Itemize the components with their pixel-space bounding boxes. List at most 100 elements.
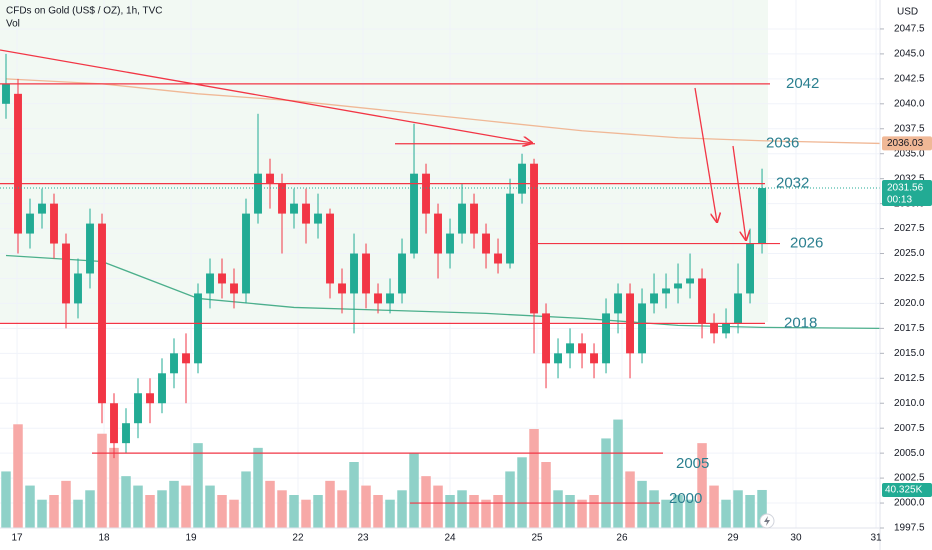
chart-title: CFDs on Gold (US$ / OZ), 1h, TVC bbox=[6, 6, 163, 17]
y-tick-label: 2032.5 bbox=[894, 173, 925, 184]
y-tick-label: 2037.5 bbox=[894, 123, 925, 134]
volume-bar bbox=[697, 443, 707, 528]
candle-body bbox=[170, 353, 178, 374]
volume-bar bbox=[721, 499, 731, 528]
x-tick-label: 18 bbox=[98, 533, 110, 544]
y-tick-label: 2020.0 bbox=[894, 298, 925, 309]
candle-body bbox=[458, 203, 466, 234]
volume-bar bbox=[37, 499, 47, 528]
moving-average bbox=[5, 254, 881, 330]
y-tick-label: 2012.5 bbox=[894, 373, 925, 384]
volume-bar bbox=[217, 495, 227, 528]
candle-body bbox=[602, 313, 610, 364]
volume-bar bbox=[97, 433, 107, 528]
x-tick-label: 31 bbox=[870, 533, 882, 544]
volume-bar bbox=[541, 462, 551, 528]
candle-body bbox=[422, 173, 430, 214]
volume-bar bbox=[325, 480, 335, 528]
candle-body bbox=[62, 243, 70, 304]
currency: USD bbox=[897, 7, 918, 18]
volume-bar bbox=[229, 499, 239, 528]
volume-bar bbox=[373, 495, 383, 528]
volume-bar bbox=[469, 495, 479, 528]
candle-body bbox=[2, 83, 10, 104]
candle-body bbox=[758, 188, 766, 244]
candle-body bbox=[386, 293, 394, 304]
volume-bar bbox=[421, 476, 431, 528]
y-tick-label: 2025.0 bbox=[894, 248, 925, 259]
candle-body bbox=[650, 293, 658, 304]
volume-bar bbox=[169, 480, 179, 528]
volume-bar bbox=[109, 447, 119, 528]
candle-body bbox=[50, 203, 58, 244]
y-tick-label: 2007.5 bbox=[894, 423, 925, 434]
last-price-label: 2031.56 bbox=[887, 183, 924, 194]
candle-body bbox=[746, 243, 754, 294]
y-tick-label: 1997.5 bbox=[894, 523, 925, 534]
volume-bar bbox=[313, 495, 323, 528]
volume-bar bbox=[157, 490, 167, 528]
volume-bar bbox=[577, 499, 587, 528]
y-tick-label: 2027.5 bbox=[894, 223, 925, 234]
y-tick-label: 2022.5 bbox=[894, 273, 925, 284]
x-tick-label: 30 bbox=[790, 533, 802, 544]
volume-bar bbox=[457, 490, 467, 528]
volume-bar bbox=[517, 457, 527, 528]
volume-bar bbox=[433, 485, 443, 528]
volume-bar bbox=[745, 495, 755, 528]
y-tick-label: 2005.0 bbox=[894, 448, 925, 459]
arrow bbox=[732, 145, 746, 240]
candle-body bbox=[662, 288, 670, 294]
volume-bar bbox=[277, 490, 287, 528]
candle-body bbox=[698, 278, 706, 324]
x-tick-label: 22 bbox=[292, 533, 304, 544]
y-tick-label: 2015.0 bbox=[894, 348, 925, 359]
candle-body bbox=[398, 253, 406, 294]
volume-bar bbox=[685, 499, 695, 528]
volume-bar bbox=[73, 499, 83, 528]
candle-body bbox=[290, 203, 298, 214]
candle-body bbox=[530, 163, 538, 314]
candle-body bbox=[266, 173, 274, 184]
volume-bar bbox=[145, 495, 155, 528]
y-tick-label: 2035.0 bbox=[894, 148, 925, 159]
ma-tag-label: 2036.03 bbox=[887, 138, 924, 149]
volume-bar bbox=[85, 490, 95, 528]
x-tick-label: 25 bbox=[531, 533, 543, 544]
volume-bar bbox=[133, 485, 143, 528]
candle-body bbox=[362, 253, 370, 294]
volume-bar bbox=[121, 476, 131, 528]
candle-body bbox=[506, 193, 514, 264]
candle-body bbox=[218, 273, 226, 284]
volume-bar bbox=[25, 485, 35, 528]
volume-bar bbox=[613, 419, 623, 528]
volume-bar bbox=[601, 438, 611, 528]
volume-tag-label: 40.325K bbox=[885, 485, 923, 496]
volume-bar bbox=[589, 495, 599, 528]
candle-body bbox=[494, 253, 502, 264]
candle-body bbox=[278, 183, 286, 214]
volume-tag bbox=[882, 482, 932, 497]
volume-bar bbox=[493, 495, 503, 528]
candle-body bbox=[434, 213, 442, 254]
level-label: 2005 bbox=[676, 455, 709, 472]
level-label: 2018 bbox=[784, 314, 817, 331]
candle-body bbox=[374, 293, 382, 304]
volume-bar bbox=[409, 452, 419, 528]
candle-body bbox=[122, 423, 130, 444]
volume-bar bbox=[649, 490, 659, 528]
candle-body bbox=[410, 173, 418, 254]
y-tick-label: 2000.0 bbox=[894, 498, 925, 509]
candle-body bbox=[230, 283, 238, 294]
volume-bar bbox=[529, 429, 539, 528]
volume-bar bbox=[181, 485, 191, 528]
volume-bar bbox=[397, 490, 407, 528]
candle-body bbox=[638, 303, 646, 354]
volume-bar bbox=[301, 499, 311, 528]
candle-body bbox=[326, 213, 334, 284]
volume-bar bbox=[49, 495, 59, 528]
candle-body bbox=[194, 293, 202, 364]
volume-bar bbox=[61, 480, 71, 528]
volume-bar bbox=[757, 489, 767, 528]
